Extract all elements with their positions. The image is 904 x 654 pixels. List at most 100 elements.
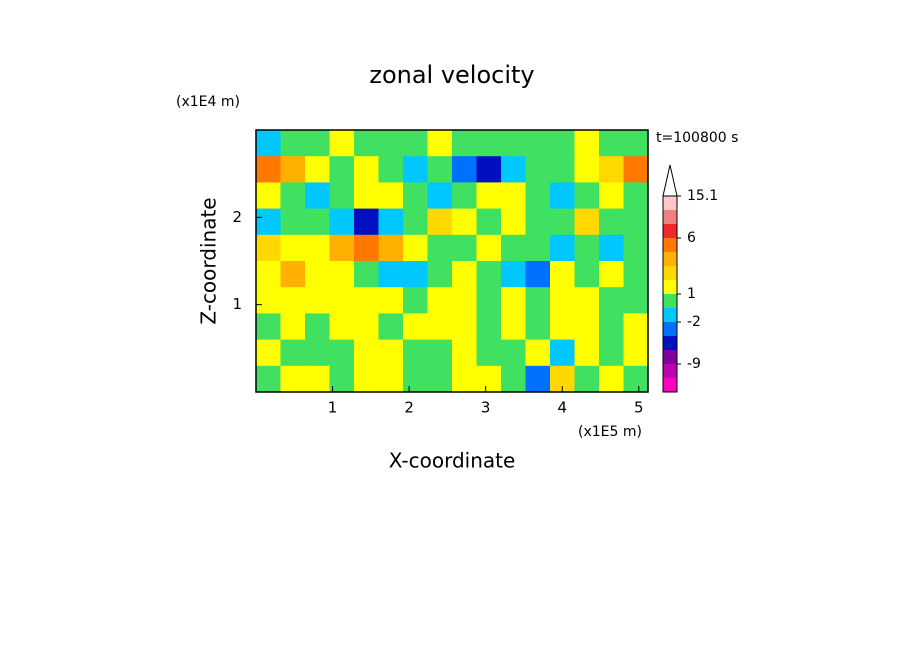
colorbar-segment [663, 266, 677, 280]
contour-cell [378, 339, 404, 367]
contour-cell [501, 287, 526, 314]
contour-cell [476, 130, 502, 157]
contour-cell [427, 156, 453, 183]
colorbar-arrow [662, 164, 678, 197]
contour-cell [574, 156, 600, 183]
colorbar-segment [663, 294, 677, 308]
contour-cell [452, 339, 477, 367]
contour-cell [623, 261, 649, 288]
contour-cell [329, 313, 355, 341]
contour-cell [403, 208, 428, 236]
contour-cell [427, 313, 453, 341]
contour-cell [501, 208, 526, 236]
contour-cell [599, 234, 624, 262]
contour-cell [403, 130, 428, 157]
contour-cell [501, 130, 526, 157]
contour-cell [476, 156, 502, 183]
colorbar-segment [663, 252, 677, 266]
contour-cell [403, 287, 428, 314]
x-tick-label: 3 [481, 399, 491, 417]
contour-cell [403, 182, 428, 210]
contour-cell [280, 156, 306, 183]
contour-cell [599, 365, 624, 393]
y-tick-label: 1 [232, 295, 242, 313]
contour-cell [525, 130, 551, 157]
contour-cell [427, 365, 453, 393]
contour-cell [280, 208, 306, 236]
contour-cell [305, 313, 330, 341]
contour-cell [403, 365, 428, 393]
contour-cell [476, 234, 502, 262]
contour-cell [476, 339, 502, 367]
contour-cell [623, 130, 649, 157]
contour-cell [427, 261, 453, 288]
contour-cell [599, 313, 624, 341]
contour-cell [378, 234, 404, 262]
contour-cell [378, 313, 404, 341]
contour-cell [623, 365, 649, 393]
contour-cell [305, 208, 330, 236]
contour-cell [403, 313, 428, 341]
contour-cell [501, 234, 526, 262]
contour-cell [452, 261, 477, 288]
contour-cell [476, 365, 502, 393]
contour-cell [427, 182, 453, 210]
contour-cell [452, 208, 477, 236]
contour-cell [452, 182, 477, 210]
contour-cell [403, 234, 428, 262]
contour-cell [599, 208, 624, 236]
x-tick-label: 5 [634, 399, 644, 417]
contour-cell [599, 182, 624, 210]
contour-cell [280, 130, 306, 157]
contour-cell [354, 182, 379, 210]
contour-cell [256, 339, 281, 367]
contour-cell [354, 208, 379, 236]
contour-cell [256, 287, 281, 314]
contour-cell [378, 287, 404, 314]
contour-cell [525, 156, 551, 183]
contour-cell [403, 261, 428, 288]
contour-cell [354, 365, 379, 393]
plot-frame [255, 129, 649, 393]
contour-cell [354, 261, 379, 288]
contour-cell [574, 339, 600, 367]
contour-cell [256, 234, 281, 262]
contour-cell [525, 313, 551, 341]
contour-cell [574, 182, 600, 210]
contour-cell [525, 208, 551, 236]
contour-cell [623, 234, 649, 262]
colorbar-segment [663, 308, 677, 322]
contour-cell [550, 208, 575, 236]
colorbar-segment [663, 350, 677, 364]
contour-cell [574, 287, 600, 314]
y-unit: (x1E4 m) [176, 94, 240, 110]
contour-cell [525, 182, 551, 210]
x-tick-label: 1 [328, 399, 338, 417]
contour-cell [329, 234, 355, 262]
contour-cell [354, 130, 379, 157]
contour-cell [354, 339, 379, 367]
contour-cell [378, 365, 404, 393]
contour-cell [256, 261, 281, 288]
contour-cell [599, 287, 624, 314]
contour-cell [574, 365, 600, 393]
colorbar-segment [663, 280, 677, 294]
colorbar-tick-label: -9 [687, 356, 701, 372]
contour-cell [427, 130, 453, 157]
contour-cell [305, 365, 330, 393]
contour-cell [623, 287, 649, 314]
contour-cell [280, 365, 306, 393]
contour-cell [305, 339, 330, 367]
colorbar-tick-label: 6 [687, 230, 696, 246]
contour-cell [427, 287, 453, 314]
contour-cell [452, 234, 477, 262]
contour-cell [452, 287, 477, 314]
contour-cell [550, 287, 575, 314]
colorbar-segment [663, 322, 677, 336]
contour-cell [476, 208, 502, 236]
x-tick-label: 4 [557, 399, 567, 417]
contour-cell [280, 261, 306, 288]
contour-cell [305, 261, 330, 288]
contour-cell [452, 130, 477, 157]
